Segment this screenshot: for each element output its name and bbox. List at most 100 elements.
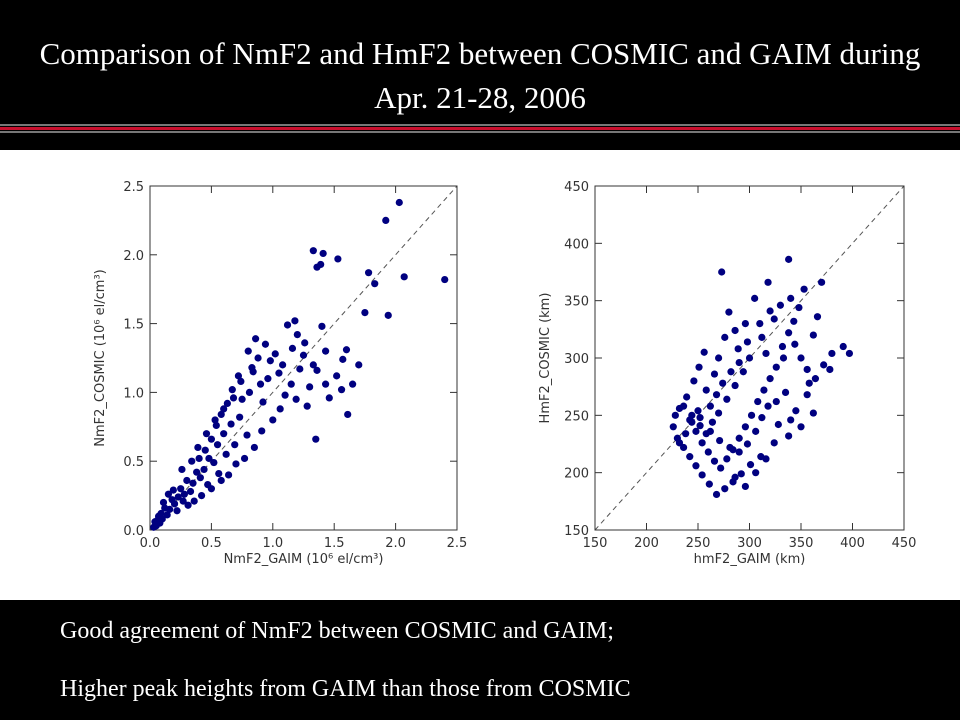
scatter-point [758,333,766,341]
scatter-point [313,366,321,374]
scatter-point [207,485,215,493]
scatter-point [770,315,778,323]
scatter-point [193,468,201,476]
scatter-point [735,434,743,442]
x-axis-label: hmF2_GAIM (km) [694,552,806,567]
scatter-point [809,409,817,417]
scatter-point [779,354,788,362]
scatter-point [364,269,373,277]
scatter-point [797,423,805,431]
scatter-point [839,342,847,351]
scatter-point [179,497,187,505]
scatter-point [258,427,266,435]
nmf2-scatter-chart: 0.0 0.5 1.0 1.5 2.0 2.5 0.0 0.5 1.0 1.5 2.0 2.5 NmF2… [93,180,468,567]
y-tick-label: 400 [564,237,589,252]
scatter-point [291,317,299,325]
scatter-point [727,368,735,376]
header-rule-grey-top [0,124,960,126]
scatter-point [256,380,265,388]
scatter-point [243,431,251,439]
scatter-point [313,263,321,271]
scatter-point [764,278,772,286]
scatter-point [797,354,805,362]
scatter-point [787,416,795,424]
bullet-nmf2-agreement: Good agreement of NmF2 between COSMIC an… [60,618,614,644]
x-axis-label: NmF2_GAIM (10⁶ el/cm³) [224,552,384,567]
scatter-point [196,474,204,482]
scatter-point [312,435,320,443]
scatter-point [202,430,211,438]
scatter-point [702,386,710,394]
scatter-point [800,285,808,293]
scatter-point [764,402,772,410]
y-tick-label: 200 [564,467,589,482]
scatter-point [200,465,208,474]
scatter-point [675,439,684,447]
x-tick-label: 400 [840,536,865,551]
scatter-point [734,345,742,353]
scatter-point [287,380,295,388]
scatter-point [344,410,352,419]
scatter-point [337,386,346,394]
scatter-point [791,340,799,348]
x-tick-label: 300 [737,536,762,551]
scatter-point [828,349,836,358]
scatter-point [150,523,158,531]
scatter-point [706,402,714,410]
scatter-point [250,443,258,452]
scatter-point [259,398,267,406]
scatter-point [293,331,301,339]
scatter-point [220,430,228,438]
scatter-point [334,255,342,263]
scatter-point [683,393,691,401]
scatter-point [164,490,173,498]
scatter-point [745,354,754,362]
scatter-point [232,460,240,468]
scatter-point [361,308,369,317]
scatter-point [682,430,690,438]
scatter-point [737,470,745,478]
scatter-point [719,379,727,387]
scatter-point [712,391,721,399]
scatter-point [762,455,770,463]
scatter-point [679,443,688,452]
scatter-point [805,379,813,387]
scatter-point [188,457,196,465]
scatter-point [700,348,708,356]
scatter-point [281,391,289,399]
scatter-point [741,482,749,491]
scatter-point [766,375,774,383]
scatter-point [240,454,249,463]
scatter-point [236,413,244,421]
scatter-point [754,397,762,406]
header-rule-red [0,127,960,130]
scatter-point [686,453,694,461]
y-tick-label: 2.0 [123,249,144,264]
scatter-point [154,512,163,520]
scatter-point [189,479,197,487]
scatter-point [694,407,702,415]
scatter-point [322,347,330,355]
scatter-point [785,329,793,337]
x-tick-label: 2.5 [447,536,468,551]
scatter-point [731,326,739,335]
scatter-point [190,497,198,505]
scatter-point [184,501,192,509]
scatter-point [760,386,768,394]
scatter-point [792,407,800,415]
y-tick-label: 350 [564,295,589,310]
chart-area: 0.0 0.5 1.0 1.5 2.0 2.5 0.0 0.5 1.0 1.5 2.0 2.5 NmF2… [0,150,960,600]
scatter-point [721,333,729,341]
scatter-point [275,369,283,377]
scatter-point [248,364,256,372]
scatter-point [254,354,262,362]
scatter-point [669,423,677,431]
scatter-point [809,331,817,339]
scatter-point [194,443,202,452]
scatter-point [696,422,704,430]
y-tick-label: 250 [564,409,589,424]
scatter-point [309,361,317,369]
scatter-point [279,361,287,369]
scatter-point [210,458,218,467]
scatter-point [244,347,252,355]
